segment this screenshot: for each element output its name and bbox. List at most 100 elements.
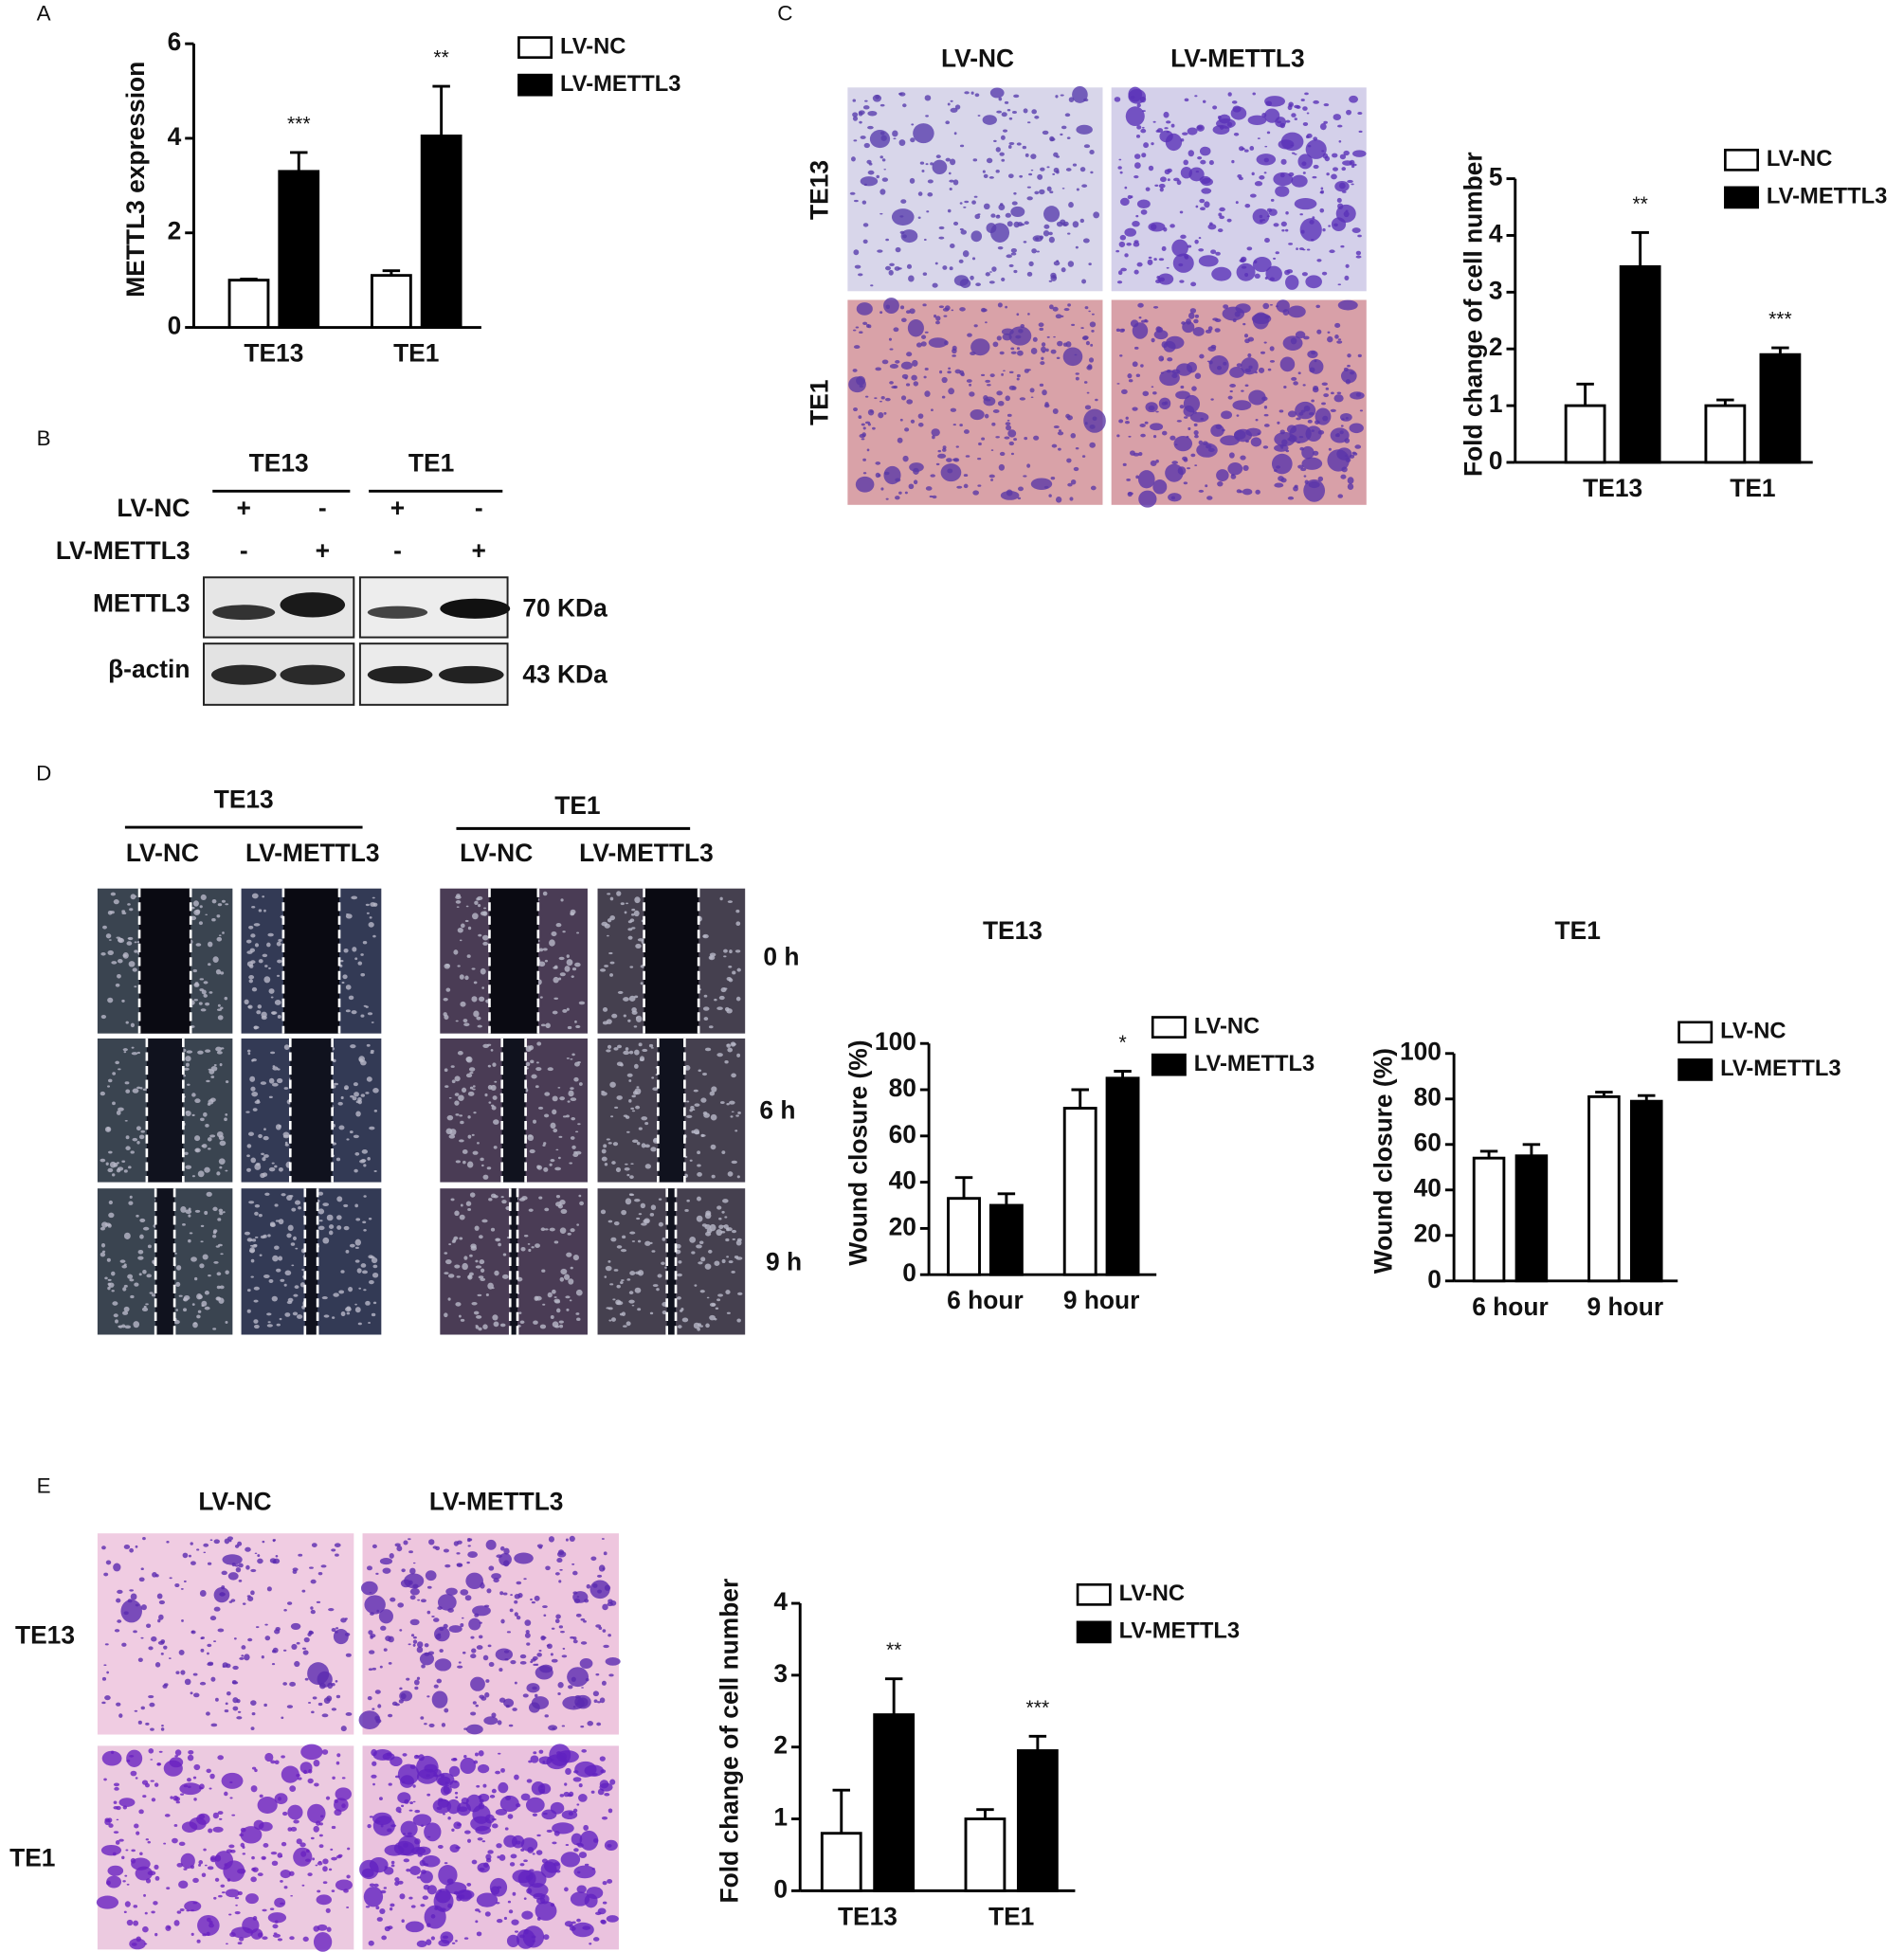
cell — [615, 1166, 622, 1173]
cell — [1252, 312, 1269, 330]
cell — [286, 1601, 293, 1605]
cell — [650, 1147, 657, 1152]
cell — [578, 1794, 588, 1802]
cell — [1215, 424, 1223, 430]
cell — [361, 1149, 369, 1154]
cell — [209, 1539, 213, 1542]
cell — [246, 1309, 251, 1313]
cell — [488, 1101, 492, 1104]
cell — [499, 1853, 506, 1861]
cell — [335, 1631, 338, 1634]
cell — [478, 1910, 481, 1913]
cell — [326, 1926, 332, 1932]
cell — [544, 1714, 549, 1718]
cell — [966, 379, 972, 383]
cell — [253, 1819, 264, 1831]
y-tick-label: 3 — [1489, 276, 1503, 304]
cell — [704, 1212, 712, 1220]
cell — [1264, 237, 1270, 244]
cell — [848, 376, 866, 393]
cell — [138, 1134, 145, 1140]
cell — [239, 1656, 245, 1660]
cell — [1301, 272, 1308, 277]
cell — [1263, 413, 1269, 417]
cell — [1226, 218, 1232, 223]
cell — [1194, 95, 1198, 98]
cell — [1349, 95, 1359, 103]
cell — [299, 1842, 306, 1848]
column-label: LV-NC — [941, 44, 1014, 72]
cell — [607, 1142, 612, 1145]
cell — [543, 1934, 550, 1941]
cell — [459, 974, 464, 980]
cell — [629, 1175, 634, 1180]
cell — [185, 1165, 192, 1169]
cell — [267, 1321, 271, 1324]
cell — [156, 1762, 162, 1766]
cell — [397, 1602, 405, 1608]
cell — [559, 1324, 564, 1328]
cell — [924, 331, 929, 334]
cell — [526, 1779, 533, 1783]
cell — [1349, 454, 1355, 459]
cell — [246, 1049, 251, 1053]
x-tick-label: 6 hour — [1472, 1292, 1549, 1321]
cell — [455, 1113, 460, 1116]
cell — [254, 1211, 259, 1216]
cell — [570, 1266, 573, 1270]
cell — [274, 1165, 278, 1168]
cell — [455, 1160, 462, 1164]
cell — [251, 1238, 257, 1242]
cell — [414, 1809, 421, 1814]
cell — [250, 1590, 255, 1596]
cell — [254, 1204, 261, 1208]
cell — [1238, 176, 1243, 181]
wound-gap — [304, 1188, 318, 1335]
cell — [1140, 319, 1147, 323]
cell — [1150, 460, 1157, 467]
cell — [447, 1297, 451, 1301]
cell — [551, 1289, 556, 1294]
cell — [191, 1303, 195, 1306]
cell — [461, 1087, 467, 1093]
cell — [479, 1259, 485, 1265]
band — [280, 592, 346, 618]
cell — [985, 321, 988, 324]
cell — [455, 1302, 462, 1307]
cell — [500, 1196, 504, 1199]
cell — [335, 1787, 352, 1801]
cell — [105, 1560, 112, 1565]
cell — [499, 1795, 519, 1813]
cell — [863, 142, 870, 149]
cell — [1288, 243, 1294, 245]
cell — [317, 1889, 321, 1893]
cell — [1210, 398, 1214, 401]
cell — [462, 1148, 468, 1154]
cell — [206, 1768, 211, 1774]
cell — [1187, 467, 1191, 470]
cell — [1294, 104, 1300, 109]
cell — [123, 1910, 127, 1914]
cell — [112, 1852, 117, 1856]
cell — [995, 169, 1000, 173]
cell — [924, 390, 931, 397]
cell — [127, 903, 131, 906]
cell — [572, 1591, 578, 1595]
cell — [459, 1214, 465, 1220]
cell — [1235, 201, 1239, 205]
cell — [535, 1243, 540, 1249]
cell — [363, 1886, 384, 1907]
cell — [188, 1214, 191, 1218]
cell — [249, 1238, 253, 1241]
cell — [1159, 370, 1180, 387]
cell — [340, 1311, 346, 1317]
cell — [1305, 425, 1322, 442]
cell — [1001, 112, 1007, 117]
cell — [574, 962, 581, 967]
cell — [321, 1713, 329, 1718]
cell — [466, 954, 471, 958]
cell — [734, 1130, 738, 1132]
cell — [1322, 227, 1326, 232]
cell — [1193, 429, 1199, 436]
cell — [709, 1223, 716, 1232]
